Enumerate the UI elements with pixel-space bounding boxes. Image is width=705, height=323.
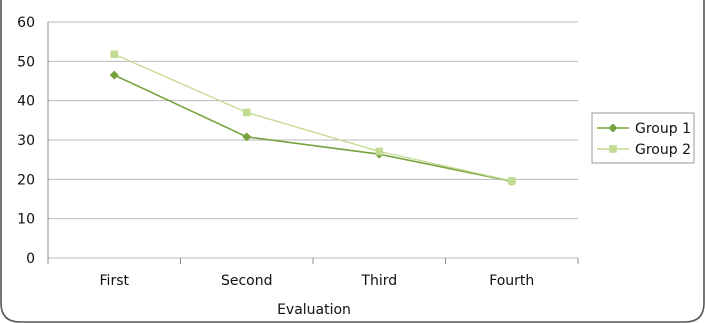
legend-swatch-marker	[609, 145, 617, 153]
y-tick-label: 0	[26, 251, 35, 267]
axis-layer: 0 10 20 30 40 50 60 First Second Third Fourth	[17, 15, 579, 289]
data-point	[109, 70, 119, 80]
x-tick-label: First	[100, 273, 130, 289]
legend-item: Group 1	[597, 121, 691, 137]
y-tick-label: 20	[17, 172, 35, 188]
x-axis-title: Evaluation	[277, 302, 351, 318]
legend-label: Group 2	[635, 142, 691, 158]
series-2	[110, 50, 516, 185]
y-tick-label: 50	[17, 54, 35, 70]
grid-layer	[48, 21, 578, 259]
y-tick-label: 60	[17, 15, 35, 31]
data-point	[242, 132, 252, 142]
legend-label: Group 1	[635, 121, 691, 137]
legend: Group 1 Group 2	[591, 112, 695, 164]
legend-box	[591, 112, 695, 164]
data-point	[507, 177, 516, 185]
y-tick-label: 30	[17, 133, 35, 149]
data-point	[110, 50, 119, 59]
series-line	[113, 53, 512, 182]
data-point	[375, 147, 384, 156]
y-tick-label: 10	[17, 212, 35, 228]
legend-swatch-marker	[608, 123, 618, 133]
data-point	[242, 108, 251, 117]
x-tick-label: Fourth	[489, 273, 534, 289]
x-tick-label: Second	[221, 273, 273, 289]
x-tick-label: Third	[360, 273, 397, 289]
series-line	[113, 74, 512, 183]
y-tick-label: 40	[17, 94, 35, 110]
legend-item: Group 2	[597, 142, 691, 158]
series-layer	[109, 50, 517, 186]
